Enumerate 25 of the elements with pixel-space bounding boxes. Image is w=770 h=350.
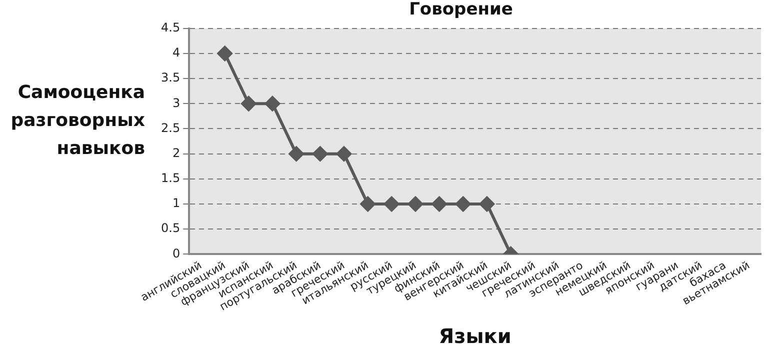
chart-title: Говорение: [409, 0, 513, 20]
point: [288, 146, 304, 162]
point: [312, 146, 328, 162]
y-tick-label: 2.5: [160, 120, 180, 135]
y-tick-label: 0: [172, 246, 180, 260]
point: [479, 196, 494, 212]
point: [360, 196, 376, 212]
point: [264, 96, 280, 112]
y-tick-label: 1.5: [160, 171, 180, 186]
point: [432, 196, 447, 212]
y-tick-label: 3: [172, 96, 180, 110]
point: [408, 196, 423, 212]
point: [456, 196, 471, 212]
point: [384, 196, 400, 212]
y-tick-label: 4: [172, 46, 180, 60]
point: [241, 96, 256, 112]
y-tick-label: 2: [172, 146, 180, 160]
y-tick-label: 3.5: [160, 70, 180, 85]
point: [217, 46, 232, 61]
y-tick-label: 1: [172, 196, 180, 210]
y-tick-label: 4.5: [160, 20, 180, 35]
y-tick-label: 0.5: [160, 221, 180, 236]
y-axis-title: Самооценка разговорных навыков: [10, 82, 146, 159]
point: [336, 146, 352, 162]
x-axis-title: Языки: [438, 324, 512, 348]
